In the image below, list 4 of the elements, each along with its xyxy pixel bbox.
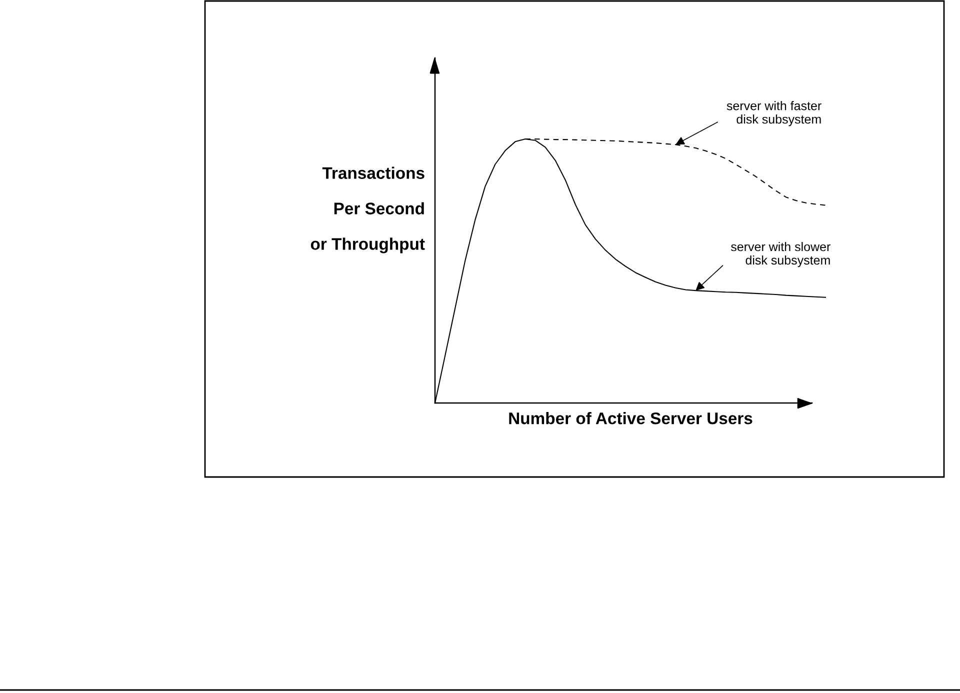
text: server with faster disk subsystem [726, 101, 822, 126]
text: Transactions Per Second or Throughput [310, 166, 425, 254]
x-axis-title: Number of Active Server Users [509, 412, 752, 424]
text: server with slower disk subsystem [730, 242, 830, 268]
